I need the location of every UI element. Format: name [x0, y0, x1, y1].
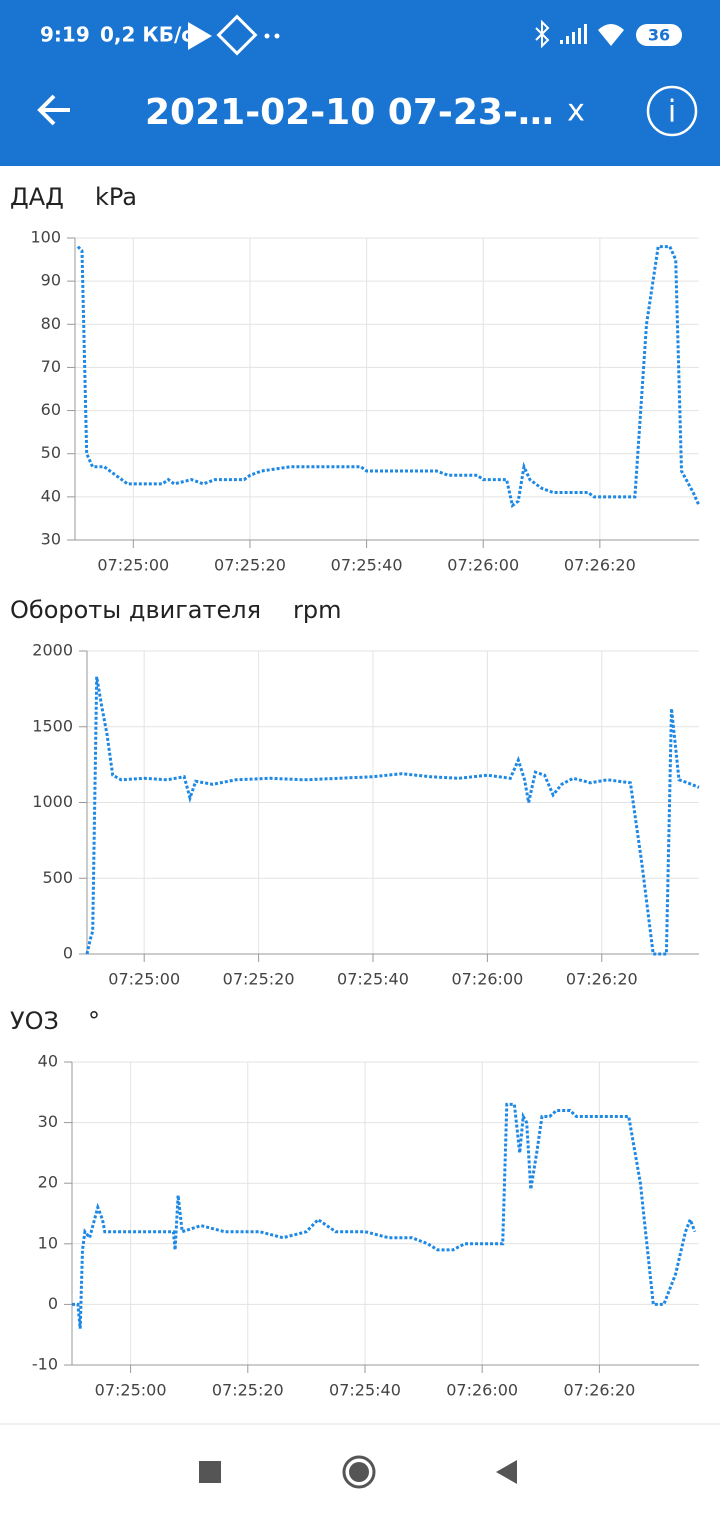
- nav-back[interactable]: [496, 1460, 517, 1484]
- chart-title: ДАД: [10, 183, 64, 211]
- y-tick-label: 40: [41, 486, 61, 505]
- status-icon: [216, 14, 258, 56]
- status-icon: [264, 33, 270, 39]
- status-icon: [274, 33, 280, 39]
- x-tick-label: 07:25:20: [223, 970, 295, 989]
- y-tick-label: 1000: [32, 792, 73, 811]
- close-button[interactable]: x: [567, 94, 585, 129]
- battery-level: 36: [648, 26, 670, 45]
- y-tick-label: 50: [41, 443, 61, 462]
- signal-icon: [560, 24, 587, 44]
- x-tick-label: 07:26:20: [563, 1381, 635, 1400]
- y-tick-label: -10: [32, 1355, 58, 1374]
- y-tick-label: 20: [38, 1173, 58, 1192]
- y-tick-label: 100: [30, 228, 61, 247]
- y-tick-label: 10: [38, 1233, 58, 1252]
- info-button[interactable]: [646, 85, 698, 137]
- app-bar-bg: [0, 0, 720, 166]
- x-tick-label: 07:25:00: [108, 970, 180, 989]
- nav-home[interactable]: [342, 1455, 376, 1489]
- nav-recents[interactable]: [199, 1461, 221, 1483]
- x-tick-label: 07:25:40: [337, 970, 409, 989]
- y-tick-label: 30: [38, 1112, 58, 1131]
- x-tick-label: 07:26:20: [566, 970, 638, 989]
- chart-title: УОЗ: [10, 1007, 59, 1035]
- y-tick-label: 70: [41, 357, 61, 376]
- x-tick-label: 07:26:20: [564, 556, 636, 575]
- y-tick-label: 40: [38, 1052, 58, 1071]
- back-button[interactable]: [37, 94, 70, 126]
- bluetooth-icon: [535, 19, 550, 49]
- battery-icon: [636, 24, 682, 46]
- x-tick-label: 07:25:40: [331, 556, 403, 575]
- nav-home-dot: [349, 1462, 369, 1482]
- y-tick-label: 80: [41, 314, 61, 333]
- status-icon: [188, 22, 212, 50]
- x-tick-label: 07:26:00: [447, 556, 519, 575]
- data-line: [76, 245, 701, 509]
- x-tick-label: 07:25:40: [329, 1381, 401, 1400]
- y-tick-label: 1500: [32, 716, 73, 735]
- x-tick-label: 07:25:00: [97, 556, 169, 575]
- y-tick-label: 90: [41, 271, 61, 290]
- chart-unit: °: [88, 1007, 100, 1035]
- y-tick-label: 0: [63, 944, 73, 963]
- x-tick-label: 07:25:20: [214, 556, 286, 575]
- x-tick-label: 07:25:20: [212, 1381, 284, 1400]
- app-title: 2021-02-10 07-23-…: [145, 92, 554, 133]
- y-tick-label: 500: [42, 868, 73, 887]
- status-speed: 0,2 КБ/с: [100, 23, 193, 47]
- y-tick-label: 0: [48, 1294, 58, 1313]
- chart-title: Обороты двигателя: [10, 596, 261, 624]
- y-tick-label: 30: [41, 530, 61, 549]
- info-label: i: [668, 95, 676, 130]
- chart-unit: kPa: [95, 183, 137, 211]
- x-tick-label: 07:26:00: [451, 970, 523, 989]
- data-line: [72, 1102, 697, 1329]
- x-tick-label: 07:25:00: [95, 1381, 167, 1400]
- data-line: [85, 676, 700, 956]
- status-time: 9:19: [40, 23, 90, 47]
- wifi-icon: [598, 24, 624, 46]
- y-tick-label: 2000: [32, 641, 73, 660]
- chart-unit: rpm: [293, 596, 341, 624]
- x-tick-label: 07:26:00: [446, 1381, 518, 1400]
- y-tick-label: 60: [41, 400, 61, 419]
